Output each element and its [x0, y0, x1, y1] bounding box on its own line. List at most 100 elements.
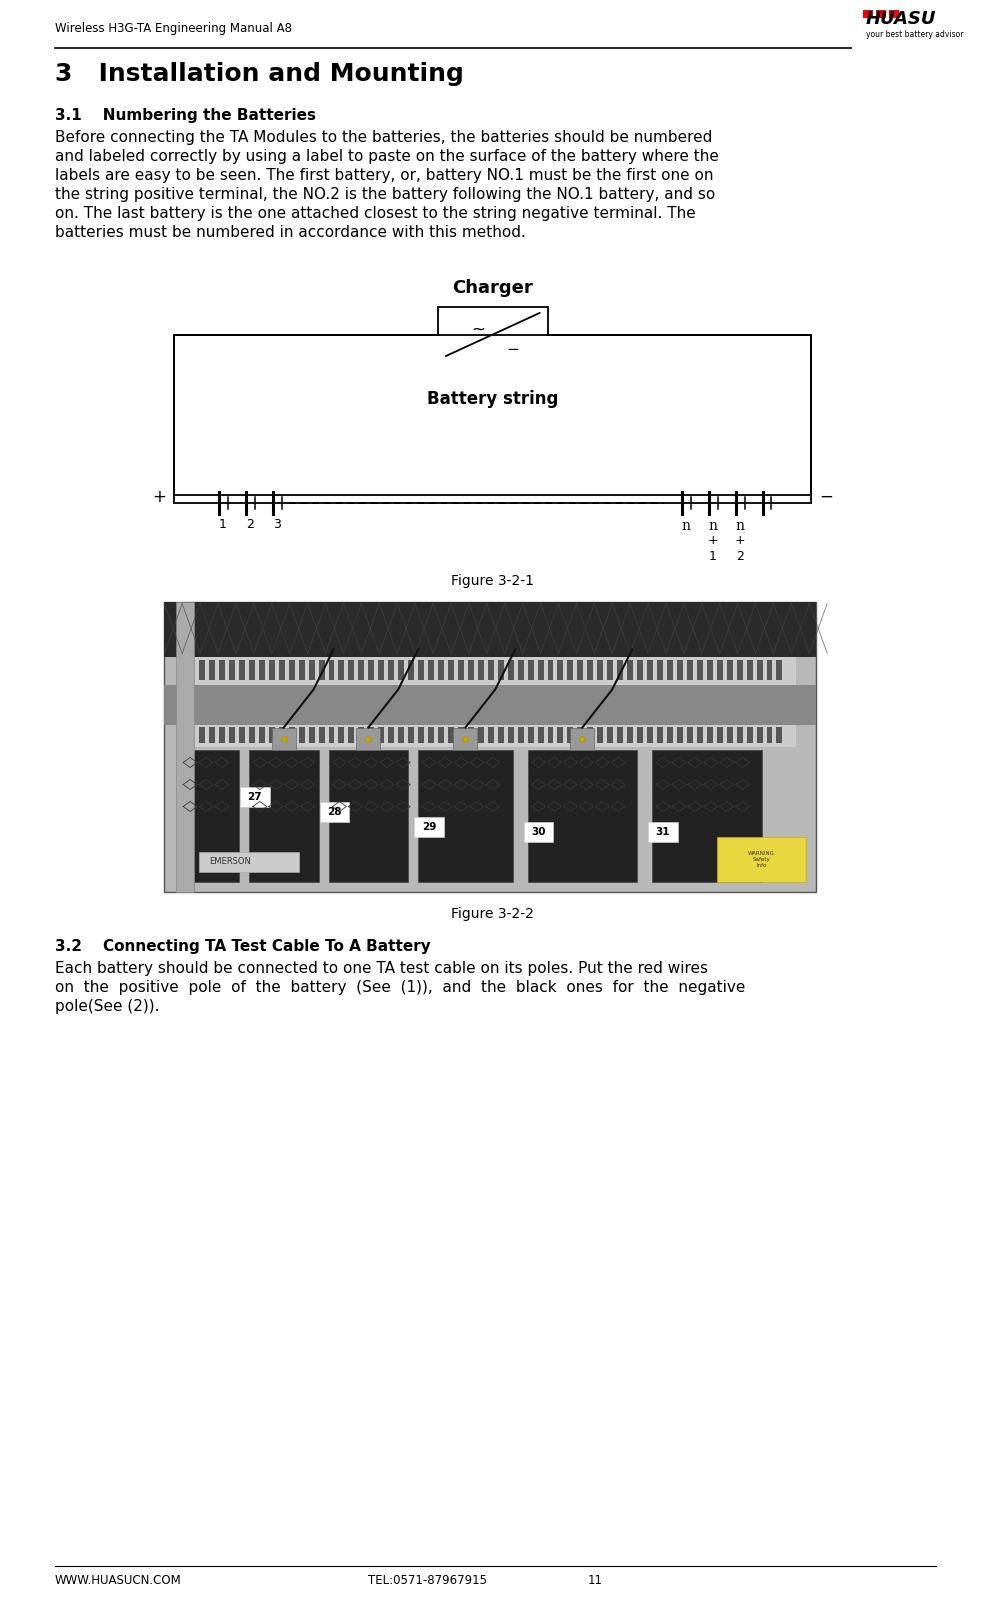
Bar — [648, 822, 678, 841]
Bar — [176, 601, 194, 892]
Text: n: n — [681, 518, 690, 532]
Bar — [876, 10, 886, 18]
Bar — [597, 726, 603, 742]
Bar — [687, 726, 693, 742]
Bar — [348, 659, 354, 680]
Bar — [428, 659, 434, 680]
Text: 31: 31 — [655, 827, 670, 836]
Bar — [863, 10, 873, 18]
Bar — [756, 659, 762, 680]
Text: Before connecting the TA Modules to the batteries, the batteries should be numbe: Before connecting the TA Modules to the … — [54, 130, 712, 146]
Bar — [398, 659, 404, 680]
Text: WARNING
Safety
Info: WARNING Safety Info — [748, 851, 775, 868]
Bar — [677, 659, 683, 680]
Text: Wireless H3G-TA Engineering Manual A8: Wireless H3G-TA Engineering Manual A8 — [54, 22, 292, 35]
Bar — [268, 726, 275, 742]
Bar — [528, 659, 534, 680]
Bar — [746, 726, 752, 742]
Bar — [647, 659, 653, 680]
Bar — [677, 726, 683, 742]
Bar — [219, 659, 225, 680]
Text: and labeled correctly by using a label to paste on the surface of the battery wh: and labeled correctly by using a label t… — [54, 149, 719, 165]
Bar — [239, 726, 245, 742]
Bar — [453, 728, 477, 750]
Bar — [528, 750, 638, 881]
Bar — [279, 726, 285, 742]
Bar — [746, 659, 752, 680]
Bar — [309, 659, 315, 680]
Bar — [697, 726, 703, 742]
Bar — [498, 659, 504, 680]
Bar — [557, 659, 563, 680]
Bar — [776, 659, 782, 680]
Bar — [438, 726, 444, 742]
Bar — [239, 659, 245, 680]
Bar — [438, 307, 547, 361]
Bar — [652, 750, 761, 881]
Bar — [248, 750, 319, 881]
Bar — [518, 726, 524, 742]
Bar — [488, 726, 494, 742]
Bar — [638, 726, 644, 742]
Bar — [617, 726, 623, 742]
Bar — [737, 659, 742, 680]
Bar — [199, 659, 205, 680]
Bar — [199, 852, 299, 871]
Bar — [356, 728, 380, 750]
Bar — [428, 726, 434, 742]
Bar — [458, 659, 464, 680]
Bar — [368, 726, 374, 742]
Bar — [458, 726, 464, 742]
Bar — [567, 659, 573, 680]
Text: your best battery advisor: your best battery advisor — [866, 30, 963, 38]
Text: HUASU: HUASU — [866, 10, 937, 29]
Bar — [299, 726, 305, 742]
Bar — [408, 726, 414, 742]
Bar — [378, 659, 384, 680]
Bar — [388, 659, 394, 680]
Bar — [164, 684, 817, 724]
Bar — [199, 726, 205, 742]
Bar — [607, 659, 613, 680]
Text: n: n — [708, 518, 717, 532]
Text: pole(See (2)).: pole(See (2)). — [54, 998, 159, 1014]
Text: the string positive terminal, the NO.2 is the battery following the NO.1 battery: the string positive terminal, the NO.2 i… — [54, 187, 715, 201]
Bar — [289, 659, 295, 680]
Text: 1: 1 — [709, 550, 717, 563]
Bar — [339, 726, 345, 742]
Bar — [607, 726, 613, 742]
Bar — [339, 659, 345, 680]
Bar — [378, 726, 384, 742]
Bar — [627, 726, 634, 742]
Text: ~: ~ — [471, 321, 485, 339]
Text: Each battery should be connected to one TA test cable on its poles. Put the red : Each battery should be connected to one … — [54, 961, 708, 975]
Bar — [587, 659, 593, 680]
Bar — [478, 726, 484, 742]
Bar — [299, 659, 305, 680]
Text: 28: 28 — [328, 806, 342, 817]
Bar — [727, 726, 733, 742]
Bar — [319, 659, 325, 680]
Bar — [577, 659, 583, 680]
Bar — [538, 659, 544, 680]
Bar — [240, 787, 269, 806]
Bar — [577, 726, 583, 742]
Bar — [209, 726, 215, 742]
Bar — [248, 726, 254, 742]
Text: −: − — [506, 342, 519, 357]
Bar — [320, 801, 349, 822]
Bar — [707, 726, 713, 742]
Text: 3.1    Numbering the Batteries: 3.1 Numbering the Batteries — [54, 109, 316, 123]
Bar — [528, 726, 534, 742]
Bar — [478, 659, 484, 680]
Text: 30: 30 — [532, 827, 545, 836]
Text: 27: 27 — [248, 792, 262, 801]
Text: 2: 2 — [736, 550, 743, 563]
Bar — [508, 659, 514, 680]
Bar — [289, 726, 295, 742]
Text: 11: 11 — [587, 1573, 602, 1586]
Bar — [488, 659, 494, 680]
Bar — [388, 726, 394, 742]
Bar — [597, 659, 603, 680]
Text: WWW.HUASUCN.COM: WWW.HUASUCN.COM — [54, 1573, 181, 1586]
